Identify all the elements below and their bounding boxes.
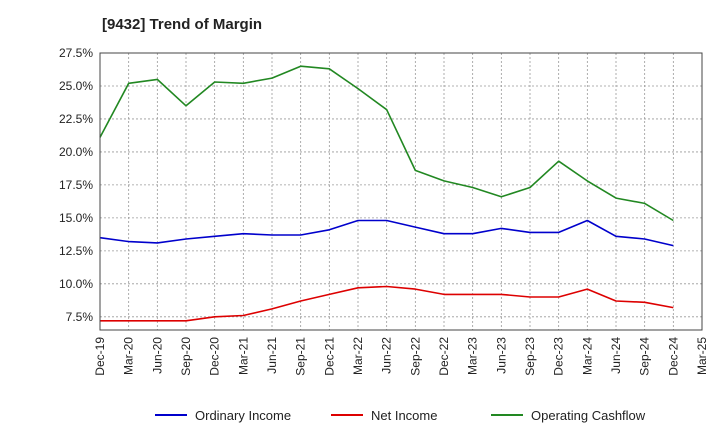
y-axis-ticks: 7.5% 10.0% 12.5% 15.0% 17.5% 20.0% 22.5% 25.0% 2…: [59, 46, 93, 324]
y-tick-label: 12.5%: [59, 244, 93, 258]
grid-lines: [100, 53, 702, 330]
y-tick-label: 10.0%: [59, 277, 93, 291]
y-tick-label: 20.0%: [59, 145, 93, 159]
x-tick-label: Jun-22: [380, 337, 394, 374]
plot-frame: [99, 52, 703, 331]
x-tick-label: Mar-20: [122, 337, 136, 375]
x-tick-label: Dec-19: [93, 337, 107, 376]
y-tick-label: 22.5%: [59, 112, 93, 126]
x-tick-label: Mar-24: [580, 337, 594, 375]
x-tick-label: Dec-22: [437, 337, 451, 376]
x-tick-label: Jun-20: [150, 337, 164, 374]
y-tick-label: 25.0%: [59, 79, 93, 93]
y-tick-label: 15.0%: [59, 211, 93, 225]
x-tick-label: Mar-23: [466, 337, 480, 375]
legend: Ordinary Income Net Income Operating Cashf…: [155, 408, 646, 423]
x-tick-label: Sep-22: [408, 337, 422, 376]
x-axis-ticks: Dec-19 Mar-20 Jun-20 Sep-20 Dec-20 Mar-21 Jun-…: [93, 337, 709, 376]
x-tick-label: Sep-20: [179, 337, 193, 376]
chart-title: [9432] Trend of Margin: [102, 16, 263, 33]
operating-cashflow-legend-label: Operating Cashflow: [531, 408, 646, 423]
operating-cashflow-line: [99, 65, 674, 222]
x-tick-label: Mar-21: [236, 337, 250, 375]
x-tick-label: Sep-24: [638, 337, 652, 376]
x-tick-label: Jun-21: [265, 337, 279, 374]
ordinary-income-legend-label: Ordinary Income: [195, 408, 291, 423]
y-tick-label: 7.5%: [66, 310, 94, 324]
y-tick-label: 27.5%: [59, 46, 93, 60]
x-tick-label: Mar-22: [351, 337, 365, 375]
x-tick-label: Jun-24: [609, 337, 623, 374]
x-tick-label: Mar-25: [695, 337, 709, 375]
x-tick-label: Dec-23: [552, 337, 566, 376]
x-tick-label: Dec-24: [666, 337, 680, 376]
x-tick-label: Dec-21: [322, 337, 336, 376]
x-tick-label: Jun-23: [494, 337, 508, 374]
x-tick-label: Dec-20: [208, 337, 222, 376]
x-tick-label: Sep-21: [294, 337, 308, 376]
x-tick-label: Sep-23: [523, 337, 537, 376]
net-income-legend-label: Net Income: [371, 408, 437, 423]
y-tick-label: 17.5%: [59, 178, 93, 192]
net-income-line: [100, 285, 674, 322]
ordinary-income-line: [99, 219, 674, 247]
series-lines: [99, 65, 674, 322]
